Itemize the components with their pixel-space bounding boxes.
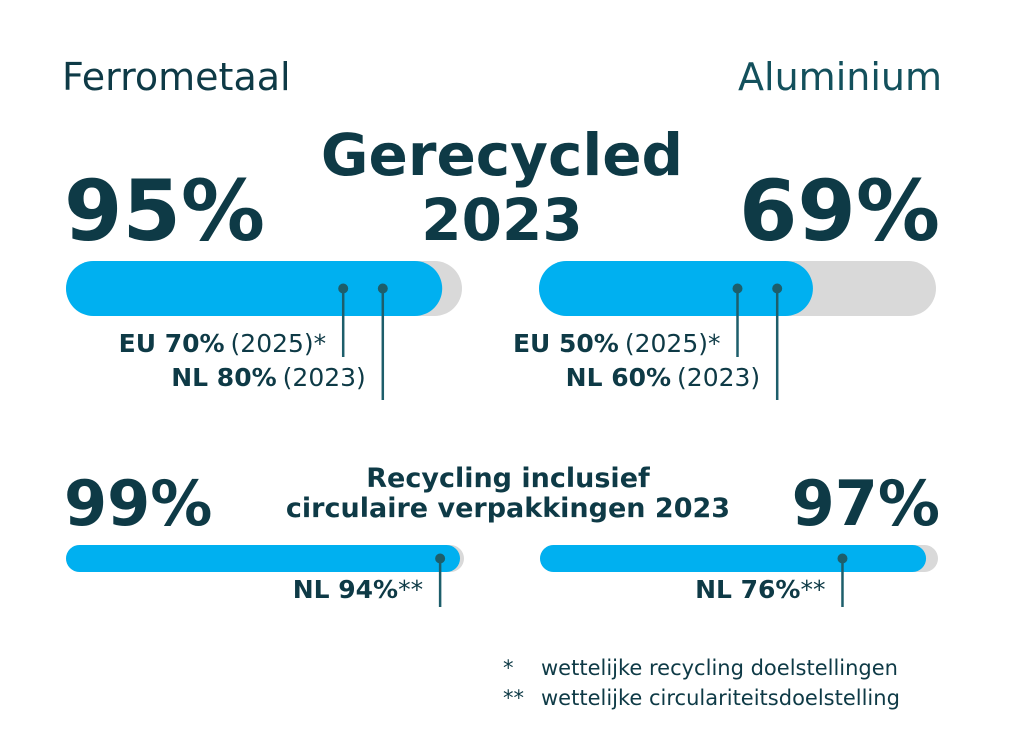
target-note: (2023) [677, 363, 760, 392]
target-label: NL 76%** [695, 575, 825, 604]
target-dot [732, 283, 743, 294]
footnote-mark: * [503, 656, 514, 680]
target-value: EU 50% [513, 329, 619, 358]
target-value: EU 70% [119, 329, 225, 358]
bar [66, 545, 461, 572]
target-dot [377, 283, 388, 294]
section-title: circulaire verpakkingen 2023 [286, 493, 730, 524]
target-value: NL 94% [293, 575, 398, 604]
target-note: ** [800, 575, 825, 604]
target-label: EU 50% (2025)* [513, 329, 721, 358]
target-label: NL 60% (2023) [566, 363, 761, 392]
section-title: Recycling inclusief [366, 463, 650, 494]
footnote-text: wettelijke recycling doelstellingen [541, 656, 898, 680]
big-percentage: 95% [64, 162, 265, 260]
section-title: Gerecycled [321, 121, 683, 189]
target-dot [435, 553, 446, 564]
target-note: (2023) [283, 363, 366, 392]
target-value: NL 80% [171, 363, 276, 392]
target-dot [772, 283, 783, 294]
big-percentage: 99% [64, 467, 212, 540]
big-percentage: 97% [792, 467, 940, 540]
bar [66, 261, 443, 316]
bar [539, 261, 813, 316]
target-note: (2025)* [231, 329, 327, 358]
bar [540, 545, 927, 572]
target-note: (2025)* [625, 329, 721, 358]
target-label: NL 94%** [293, 575, 423, 604]
target-value: NL 60% [566, 363, 671, 392]
target-label: NL 80% (2023) [171, 363, 366, 392]
section-title: 2023 [421, 186, 582, 254]
footnote-mark: ** [503, 686, 524, 710]
target-note: ** [398, 575, 423, 604]
footnote-text: wettelijke circulariteitsdoelstelling [541, 686, 900, 710]
target-dot [338, 283, 349, 294]
material-title: Ferrometaal [62, 55, 291, 99]
material-title: Aluminium [738, 55, 942, 99]
target-dot [837, 553, 848, 564]
target-value: NL 76% [695, 575, 800, 604]
big-percentage: 69% [739, 162, 940, 260]
target-label: EU 70% (2025)* [119, 329, 327, 358]
